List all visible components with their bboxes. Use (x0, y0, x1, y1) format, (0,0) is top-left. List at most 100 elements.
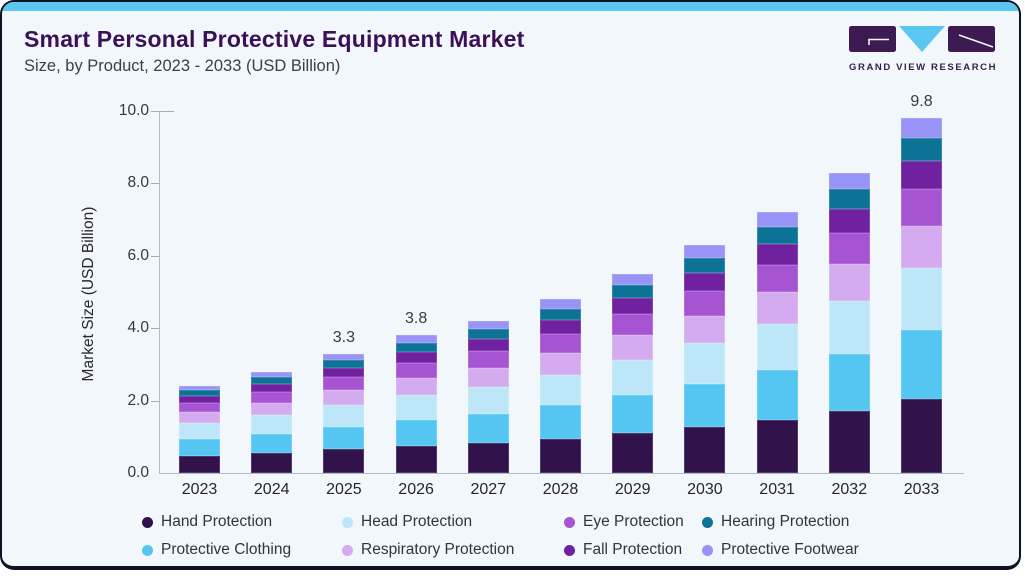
bar-2030-segment-protective-clothing (684, 383, 726, 428)
bar-2029-segment-protective-footwear (612, 273, 654, 286)
bar-2027-segment-eye-protection (467, 351, 509, 368)
bar-2032-segment-fall-protection (828, 209, 870, 233)
bar-2032-segment-respiratory-protection (828, 264, 870, 302)
bar-2025-segment-eye-protection (323, 377, 365, 391)
legend-marker-protective-clothing (142, 544, 153, 556)
bar-2033-segment-fall-protection (901, 160, 942, 189)
y-tick-label-6.0: 6.0 (127, 246, 149, 264)
bar-2027-segment-hearing-protection (467, 329, 509, 340)
bar-2028-segment-protective-clothing (540, 405, 581, 439)
legend: Hand Protection Head Protection Eye Protec… (2, 511, 1019, 561)
bar-2024-segment-fall-protection (251, 383, 293, 392)
bar-2025-segment-head-protection (323, 405, 365, 427)
x-tick-label-2030: 2030 (687, 481, 723, 498)
bar-2029-segment-eye-protection (612, 314, 654, 336)
legend-marker-fall-protection (564, 544, 575, 556)
y-tick-label-8.0: 8.0 (127, 174, 149, 192)
x-tick-label-2024: 2024 (253, 481, 290, 498)
bar-2026-segment-protective-clothing (395, 419, 437, 446)
legend-label-protective-clothing: Protective Clothing (161, 541, 292, 558)
bar-2025-segment-respiratory-protection (323, 390, 365, 406)
bar-2032-segment-eye-protection (828, 232, 870, 265)
legend-label-fall-protection: Fall Protection (583, 541, 683, 558)
bar-2029-segment-head-protection (612, 360, 654, 396)
bar-2024-segment-head-protection (251, 415, 293, 434)
bar-2027-segment-fall-protection (467, 339, 509, 352)
bar-2025-segment-hand-protection (323, 449, 365, 473)
logo-v-triangle (899, 26, 945, 52)
bar-2031-segment-fall-protection (756, 243, 798, 265)
legend-label-hand-protection: Hand Protection (161, 513, 273, 530)
bar-2028-segment-hearing-protection (540, 309, 581, 321)
bar-2030-segment-hand-protection (684, 427, 726, 473)
bar-2028-segment-eye-protection (540, 334, 581, 354)
bar-2024-segment-eye-protection (251, 391, 293, 403)
x-tick-label-2026: 2026 (398, 481, 434, 498)
bar-2030-segment-hearing-protection (684, 257, 726, 273)
bar-2031-segment-protective-footwear (756, 212, 798, 227)
bar-2033-segment-protective-clothing (901, 330, 942, 399)
bar-2031-segment-hearing-protection (756, 226, 798, 244)
bar-2032-segment-hearing-protection (828, 189, 870, 210)
bar-2027-segment-respiratory-protection (467, 368, 509, 387)
bar-2030-segment-respiratory-protection (684, 315, 726, 344)
legend-item-hearing-protection: Hearing Protection (702, 511, 1019, 533)
y-tick-label-10.0: 10.0 (118, 102, 149, 119)
bar-2030-segment-head-protection (684, 343, 726, 384)
bar-2023-segment-respiratory-protection (179, 412, 220, 424)
bar-2031-segment-head-protection (756, 324, 798, 370)
bar-2028-segment-respiratory-protection (540, 353, 581, 375)
bar-2030-segment-protective-footwear (684, 244, 726, 258)
y-tick-8.0 (151, 183, 159, 185)
bar-2033-segment-hearing-protection (901, 137, 942, 161)
bar-2027-segment-head-protection (467, 386, 509, 414)
bar-2025-segment-protective-clothing (323, 426, 365, 450)
bar-2029-segment-fall-protection (612, 297, 654, 315)
x-tick-label-2025: 2025 (326, 481, 362, 498)
y-axis-top-cap (159, 111, 174, 112)
bar-total-label-2033: 9.8 (910, 93, 933, 111)
bar-2028-segment-hand-protection (540, 438, 581, 473)
legend-item-respiratory-protection: Respiratory Protection (342, 539, 564, 561)
x-tick-label-2031: 2031 (759, 481, 795, 498)
logo-g-hook (868, 38, 889, 45)
logo-r-leg (958, 34, 994, 48)
bar-2024-segment-hand-protection (251, 453, 293, 473)
logo-brand-text: GRAND VIEW RESEARCH (849, 62, 998, 73)
x-tick-label-2032: 2032 (831, 481, 868, 498)
legend-item-eye-protection: Eye Protection (564, 511, 702, 533)
bar-2023-segment-protective-footwear (179, 386, 220, 391)
x-tick-label-2029: 2029 (614, 481, 651, 498)
bar-2027-segment-protective-clothing (467, 413, 509, 443)
bar-2023-segment-protective-clothing (179, 438, 220, 456)
legend-item-fall-protection: Fall Protection (564, 539, 702, 561)
legend-label-protective-footwear: Protective Footwear (721, 541, 859, 558)
legend-marker-hand-protection (142, 516, 153, 528)
legend-marker-protective-footwear (702, 544, 713, 556)
chart-title: Smart Personal Protective Equipment Mark… (24, 26, 525, 52)
bar-2026-segment-hand-protection (395, 445, 437, 473)
bar-2032-segment-protective-footwear (828, 172, 870, 190)
bar-2032-segment-protective-clothing (828, 353, 870, 412)
bar-2027-segment-hand-protection (467, 442, 509, 473)
gvr-logo-mark (849, 26, 995, 52)
legend-label-respiratory-protection: Respiratory Protection (361, 541, 515, 558)
legend-label-hearing-protection: Hearing Protection (721, 513, 850, 530)
bar-2031-segment-hand-protection (756, 419, 798, 473)
legend-marker-respiratory-protection (342, 544, 353, 556)
bar-2026-segment-respiratory-protection (395, 378, 437, 396)
bar-2028-segment-protective-footwear (540, 299, 581, 309)
legend-item-protective-footwear: Protective Footwear (702, 539, 1019, 561)
x-tick-label-2033: 2033 (903, 481, 940, 498)
gvr-logo: GRAND VIEW RESEARCH (849, 26, 998, 73)
bar-2024-segment-hearing-protection (251, 377, 293, 384)
bar-2025-segment-fall-protection (323, 367, 365, 378)
x-tick-label-2023: 2023 (181, 481, 218, 498)
x-axis-line (159, 473, 964, 474)
legend-item-hand-protection: Hand Protection (142, 511, 342, 533)
bar-2026-segment-protective-footwear (395, 335, 437, 344)
bar-2033-segment-hand-protection (901, 398, 942, 473)
bar-2033-segment-respiratory-protection (901, 225, 942, 269)
bar-total-label-2026: 3.8 (404, 310, 428, 328)
